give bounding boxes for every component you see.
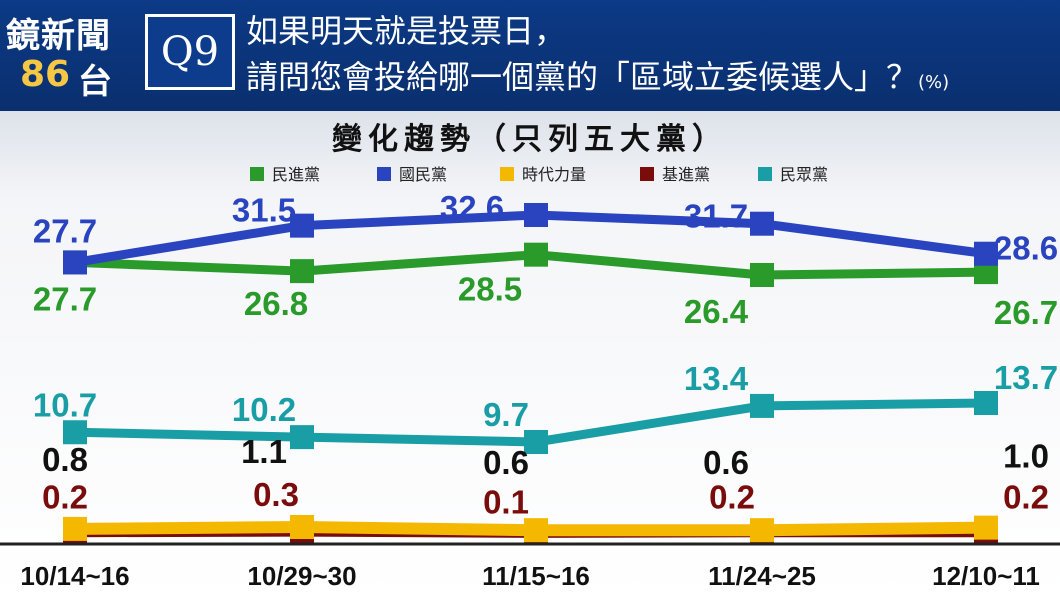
brand-logo: 鏡新聞 86 台 xyxy=(0,0,132,111)
data-point xyxy=(750,518,774,543)
x-tick-label: 11/24~25 xyxy=(708,561,816,591)
data-label: 0.2 xyxy=(709,479,755,516)
data-label: 26.8 xyxy=(244,285,308,322)
header-banner: 鏡新聞 86 台 Q9 如果明天就是投票日， 請問您會投給哪一個黨的「區域立委候… xyxy=(0,0,1060,111)
data-label: 0.2 xyxy=(42,479,88,516)
legend-label: 國民黨 xyxy=(399,165,447,184)
data-point xyxy=(63,420,87,445)
data-label: 28.6 xyxy=(994,230,1058,267)
x-axis-labels: 10/14~16 10/29~30 11/15~16 11/24~25 12/10~11 xyxy=(20,561,1039,591)
data-point xyxy=(524,203,548,227)
data-point xyxy=(974,241,998,266)
unit-label: (%) xyxy=(918,72,950,93)
data-label: 10.7 xyxy=(33,386,97,423)
data-label: 32.6 xyxy=(440,189,504,226)
chart-panel: 變化趨勢（只列五大黨） 民進黨 國民黨 時代力量 基進黨 民眾黨 27.7 26.8 28.… xyxy=(0,111,1060,596)
data-label: 10.2 xyxy=(232,391,296,428)
legend-label: 時代力量 xyxy=(522,165,586,184)
data-point xyxy=(290,425,314,450)
data-label: 13.7 xyxy=(994,359,1058,396)
legend-swatch xyxy=(758,167,772,181)
data-point xyxy=(524,430,548,454)
data-point xyxy=(750,393,774,418)
data-label: 26.4 xyxy=(684,293,749,330)
data-point xyxy=(750,263,774,287)
question-tag: Q9 xyxy=(145,14,235,90)
data-label: 28.5 xyxy=(458,271,522,308)
data-point xyxy=(974,515,998,540)
legend-label: 民進黨 xyxy=(272,165,320,184)
data-point xyxy=(63,516,87,541)
brand-name: 鏡新聞 xyxy=(6,16,111,56)
question-line-2-text: 請問您會投給哪一個黨的「區域立委候選人」？ xyxy=(246,58,919,96)
chart-title: 變化趨勢（只列五大黨） xyxy=(332,122,728,157)
legend-swatch xyxy=(377,167,391,181)
legend-label: 基進黨 xyxy=(662,165,710,184)
line-chart: 變化趨勢（只列五大黨） 民進黨 國民黨 時代力量 基進黨 民眾黨 27.7 26.8 28.… xyxy=(0,122,1060,591)
x-tick-label: 10/14~16 xyxy=(20,561,129,591)
data-label: 0.3 xyxy=(253,476,299,513)
x-tick-label: 12/10~11 xyxy=(932,561,1040,591)
data-label: 26.7 xyxy=(994,294,1058,331)
x-tick-label: 11/15~16 xyxy=(482,561,590,591)
data-point xyxy=(750,211,774,236)
data-point xyxy=(524,518,548,543)
legend-swatch xyxy=(640,167,654,181)
x-tick-label: 10/29~30 xyxy=(247,561,356,591)
data-point xyxy=(290,213,314,238)
data-label: 0.1 xyxy=(483,483,529,520)
data-label: 1.0 xyxy=(1003,438,1049,475)
channel-number: 86 xyxy=(20,54,71,95)
data-label: 0.2 xyxy=(1003,479,1049,516)
data-labels: 27.7 26.8 28.5 26.4 26.7 27.7 31.5 32.6 31.7 28.6… xyxy=(33,189,1058,520)
data-label: 9.7 xyxy=(483,396,529,433)
data-label: 31.7 xyxy=(684,198,748,235)
data-point xyxy=(524,242,548,267)
question-line-2: 請問您會投給哪一個黨的「區域立委候選人」？(%) xyxy=(246,52,949,98)
data-label: 27.7 xyxy=(33,212,97,249)
legend-label: 民眾黨 xyxy=(780,165,828,184)
channel-suffix: 台 xyxy=(78,62,112,102)
legend-swatch xyxy=(250,167,264,181)
data-label: 0.6 xyxy=(703,444,749,481)
data-point xyxy=(290,515,314,539)
legend-swatch xyxy=(500,167,514,181)
data-label: 0.6 xyxy=(483,444,529,481)
data-point xyxy=(290,259,314,284)
series-markers xyxy=(63,203,998,546)
data-label: 13.4 xyxy=(684,360,749,397)
data-point xyxy=(63,250,87,275)
question-line-1: 如果明天就是投票日， xyxy=(246,12,567,50)
data-label: 0.8 xyxy=(42,441,88,478)
data-label: 27.7 xyxy=(33,280,97,317)
data-label: 1.1 xyxy=(241,433,287,470)
data-label: 31.5 xyxy=(232,192,296,229)
legend: 民進黨 國民黨 時代力量 基進黨 民眾黨 xyxy=(250,165,828,184)
data-point xyxy=(974,391,998,415)
